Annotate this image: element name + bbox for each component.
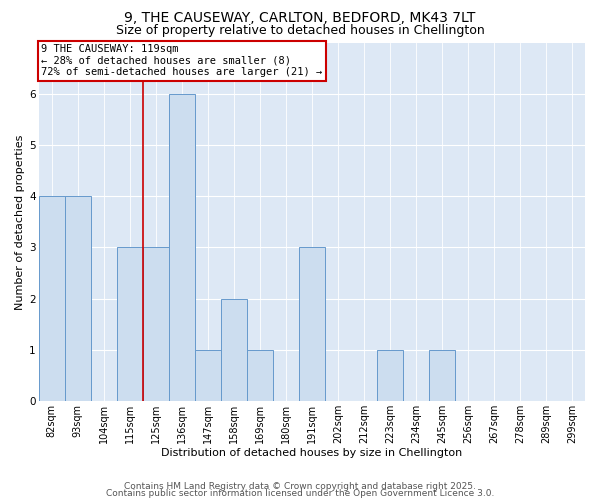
Bar bbox=[169, 94, 194, 401]
Text: Contains public sector information licensed under the Open Government Licence 3.: Contains public sector information licen… bbox=[106, 489, 494, 498]
Bar bbox=[194, 350, 221, 401]
Bar bbox=[38, 196, 65, 401]
X-axis label: Distribution of detached houses by size in Chellington: Distribution of detached houses by size … bbox=[161, 448, 463, 458]
Text: Contains HM Land Registry data © Crown copyright and database right 2025.: Contains HM Land Registry data © Crown c… bbox=[124, 482, 476, 491]
Bar bbox=[247, 350, 273, 401]
Bar bbox=[429, 350, 455, 401]
Bar bbox=[116, 248, 143, 401]
Text: 9, THE CAUSEWAY, CARLTON, BEDFORD, MK43 7LT: 9, THE CAUSEWAY, CARLTON, BEDFORD, MK43 … bbox=[124, 11, 476, 25]
Bar bbox=[221, 298, 247, 401]
Text: Size of property relative to detached houses in Chellington: Size of property relative to detached ho… bbox=[116, 24, 484, 37]
Bar bbox=[143, 248, 169, 401]
Bar bbox=[299, 248, 325, 401]
Bar bbox=[65, 196, 91, 401]
Y-axis label: Number of detached properties: Number of detached properties bbox=[15, 134, 25, 310]
Bar bbox=[377, 350, 403, 401]
Text: 9 THE CAUSEWAY: 119sqm
← 28% of detached houses are smaller (8)
72% of semi-deta: 9 THE CAUSEWAY: 119sqm ← 28% of detached… bbox=[41, 44, 323, 78]
